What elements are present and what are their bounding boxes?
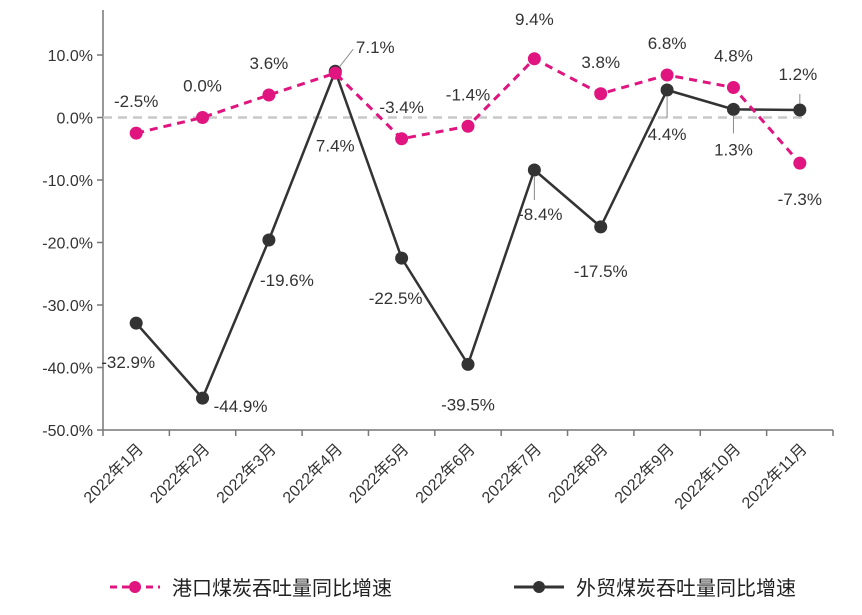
data-label-port: 0.0%: [183, 77, 222, 96]
data-label-foreign: -22.5%: [369, 289, 423, 308]
data-point-foreign: [196, 391, 210, 405]
data-label-foreign: 4.4%: [648, 125, 687, 144]
y-tick-label: 0.0%: [57, 111, 93, 128]
data-point-foreign: [262, 233, 276, 247]
data-label-foreign: 1.2%: [778, 65, 817, 84]
x-tick-label: 2022年2月: [147, 440, 214, 507]
leader-line: [338, 48, 354, 68]
x-tick-label: 2022年7月: [478, 440, 545, 507]
y-tick-label: -20.0%: [42, 236, 93, 253]
legend-item-foreign: 外贸煤炭吞吐量同比增速: [512, 572, 796, 601]
data-label-port: 3.6%: [250, 54, 289, 73]
series-line-port: [135, 57, 801, 165]
data-label-port: -2.5%: [114, 92, 158, 111]
data-point-port: [594, 87, 608, 101]
data-label-port: 6.8%: [648, 34, 687, 53]
legend-label-foreign: 外贸煤炭吞吐量同比增速: [576, 578, 796, 600]
x-tick-label: 2022年3月: [213, 440, 280, 507]
data-label-port: 7.1%: [356, 38, 395, 57]
data-label-port: -7.3%: [778, 190, 822, 209]
data-label-foreign: -17.5%: [574, 262, 628, 281]
data-point-foreign: [726, 102, 740, 116]
data-point-foreign: [395, 251, 409, 265]
x-tick-label: 2022年9月: [611, 440, 678, 507]
x-tick-label: 2022年5月: [346, 440, 413, 507]
data-label-port: 9.4%: [515, 10, 554, 29]
line-chart: 10.0%0.0%-10.0%-20.0%-30.0%-40.0%-50.0%2…: [42, 10, 834, 513]
y-tick-label: -10.0%: [42, 173, 93, 190]
data-point-port: [328, 66, 342, 80]
data-point-foreign: [660, 83, 674, 97]
y-tick-label: -40.0%: [42, 361, 93, 378]
data-point-foreign: [527, 163, 541, 177]
y-tick-label: -50.0%: [42, 423, 93, 440]
x-tick-label: 2022年4月: [279, 440, 346, 507]
legend-label-port: 港口煤炭吞吐量同比增速: [172, 578, 392, 600]
legend-foreign-swatch-icon: [514, 580, 564, 593]
data-label-port: 3.8%: [581, 53, 620, 72]
data-point-port: [461, 119, 475, 133]
x-tick-label: 2022年11月: [738, 440, 810, 512]
data-point-foreign: [594, 220, 608, 234]
data-point-port: [196, 111, 210, 124]
data-label-foreign: -32.9%: [101, 353, 155, 372]
y-tick-label: -30.0%: [42, 298, 93, 315]
legend-port-swatch-icon: [110, 580, 160, 593]
data-label-foreign: -19.6%: [260, 271, 314, 290]
data-label-foreign: -8.4%: [518, 205, 562, 224]
data-label-port: 4.8%: [714, 47, 753, 66]
data-label-foreign: 1.3%: [714, 140, 753, 159]
data-point-port: [793, 156, 807, 170]
y-tick-label: 10.0%: [48, 48, 93, 65]
x-tick-label: 2022年10月: [671, 440, 744, 513]
data-point-port: [129, 126, 143, 140]
data-point-port: [527, 52, 541, 66]
data-point-foreign: [793, 103, 807, 117]
x-tick-label: 2022年8月: [545, 440, 612, 507]
data-point-foreign: [461, 357, 475, 371]
data-label-foreign: -44.9%: [214, 397, 268, 416]
legend-item-port: 港口煤炭吞吐量同比增速: [108, 572, 392, 601]
data-point-port: [395, 132, 409, 146]
x-tick-label: 2022年6月: [412, 440, 479, 507]
data-point-foreign: [129, 316, 143, 330]
legend: 港口煤炭吞吐量同比增速 外贸煤炭吞吐量同比增速: [0, 572, 862, 612]
x-tick-label: 2022年1月: [80, 440, 147, 507]
data-point-port: [726, 81, 740, 94]
data-point-port: [660, 68, 674, 82]
data-label-port: -1.4%: [446, 85, 490, 104]
data-label-foreign: 7.4%: [316, 136, 355, 155]
data-label-foreign: -39.5%: [441, 395, 495, 414]
data-point-port: [262, 88, 276, 102]
data-label-port: -3.4%: [379, 98, 423, 117]
